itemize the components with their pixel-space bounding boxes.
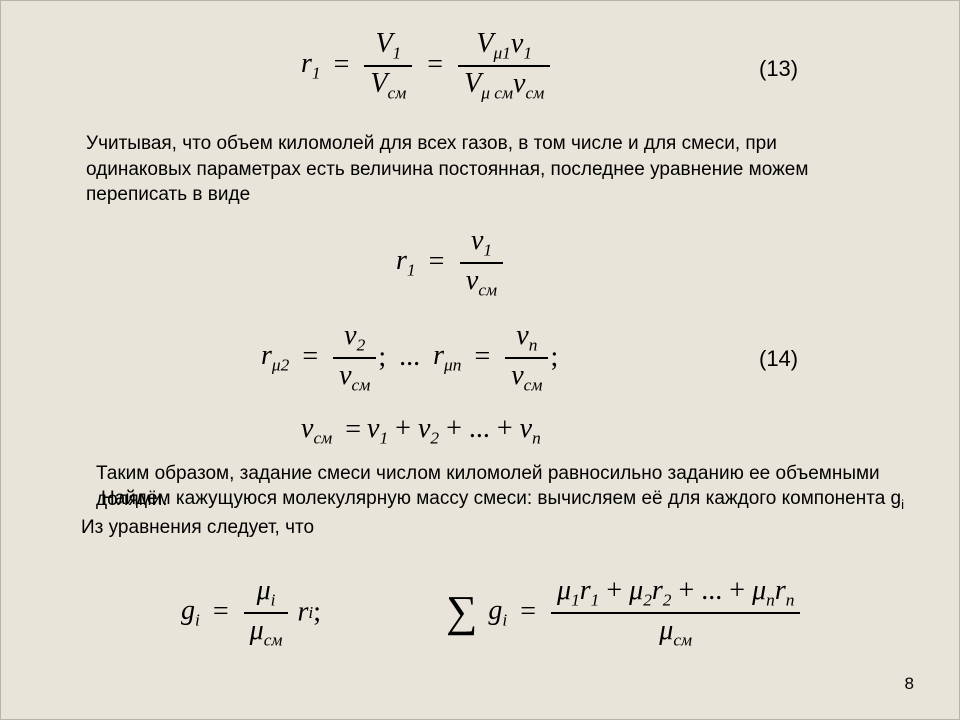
paragraph-1: Учитывая, что объем киломолей для всех г…	[86, 131, 856, 208]
eq13-lhs-sub: 1	[312, 64, 321, 83]
sigma-symbol: ∑	[446, 588, 481, 636]
equation-nu-sum: νсм =ν1 + ν2 + ... + νn	[301, 414, 541, 448]
equation-14-number: (14)	[759, 346, 798, 372]
eq13-frac2: Vμ1ν1 Vμ смνсм	[458, 29, 550, 102]
equation-sum-gi: ∑ gi = μ1r1 + μ2r2 + ... + μnrn μсм	[446, 576, 802, 649]
equation-r1: r1 = ν1 νсм	[396, 226, 505, 299]
equation-13: r1 = V1 Vсм = Vμ1ν1 Vμ смνсм	[301, 29, 552, 102]
equation-13-number: (13)	[759, 56, 798, 82]
eq13-lhs-var: r	[301, 48, 312, 79]
equation-14: rμ2 = ν2 νсм ; ... rμn = νn νсм ;	[261, 321, 558, 394]
paragraph-3: Найдём кажущуюся молекулярную массу смес…	[101, 486, 951, 514]
eq13-frac1: V1 Vсм	[364, 29, 412, 102]
slide-page: r1 = V1 Vсм = Vμ1ν1 Vμ смνсм (13) Учитыв…	[0, 0, 960, 720]
paragraph-4: Из уравнения следует, что	[81, 515, 931, 541]
page-number: 8	[905, 674, 914, 694]
equation-gi: gi = μi μсм ri;	[181, 576, 321, 649]
